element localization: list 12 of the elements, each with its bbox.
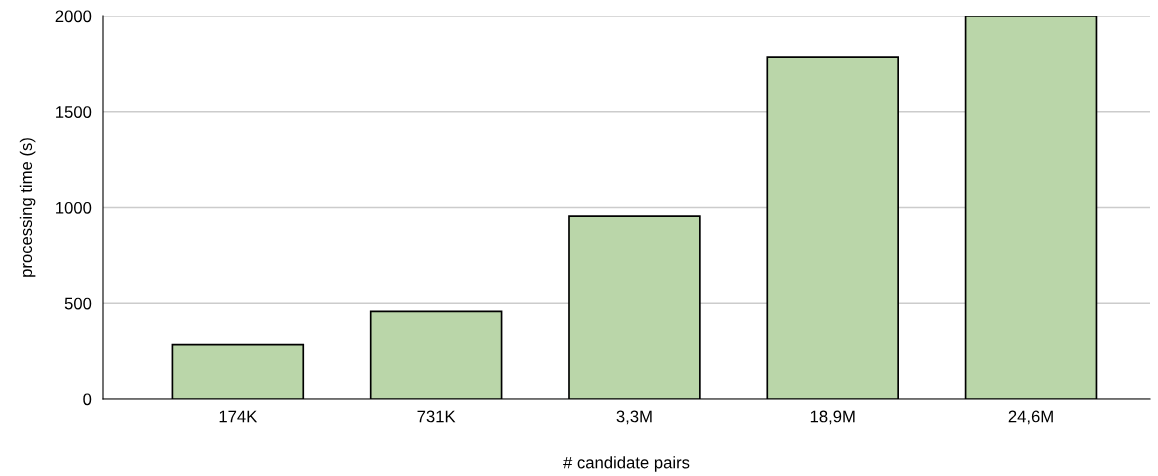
x-tick-label: 18,9M <box>810 410 855 425</box>
y-tick-label: 1000 <box>56 201 92 214</box>
x-tick-label: 24,6M <box>1008 410 1053 425</box>
y-tick-label: 500 <box>64 297 92 310</box>
x-tick-label: 174K <box>219 410 258 423</box>
y-axis-title: processing time (s) <box>19 138 36 277</box>
x-axis-title: # candidate pairs <box>563 456 690 472</box>
y-tick-label: 0 <box>83 393 92 406</box>
x-tick-label: 3,3M <box>616 410 652 425</box>
y-tick-label: 1500 <box>56 106 92 118</box>
y-tick-label: 2000 <box>55 10 92 23</box>
x-tick-label: 731K <box>417 410 456 423</box>
